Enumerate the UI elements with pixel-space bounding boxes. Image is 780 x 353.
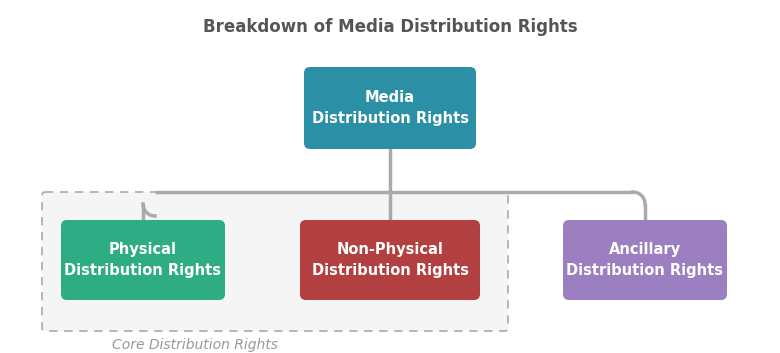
- Text: Non-Physical
Distribution Rights: Non-Physical Distribution Rights: [311, 242, 469, 278]
- FancyBboxPatch shape: [42, 192, 508, 331]
- Text: Physical
Distribution Rights: Physical Distribution Rights: [65, 242, 222, 278]
- FancyBboxPatch shape: [61, 220, 225, 300]
- Text: Core Distribution Rights: Core Distribution Rights: [112, 338, 278, 352]
- FancyBboxPatch shape: [304, 67, 476, 149]
- Text: Media
Distribution Rights: Media Distribution Rights: [311, 90, 469, 126]
- Text: Ancillary
Distribution Rights: Ancillary Distribution Rights: [566, 242, 724, 278]
- FancyBboxPatch shape: [563, 220, 727, 300]
- FancyBboxPatch shape: [300, 220, 480, 300]
- Text: Breakdown of Media Distribution Rights: Breakdown of Media Distribution Rights: [203, 18, 577, 36]
